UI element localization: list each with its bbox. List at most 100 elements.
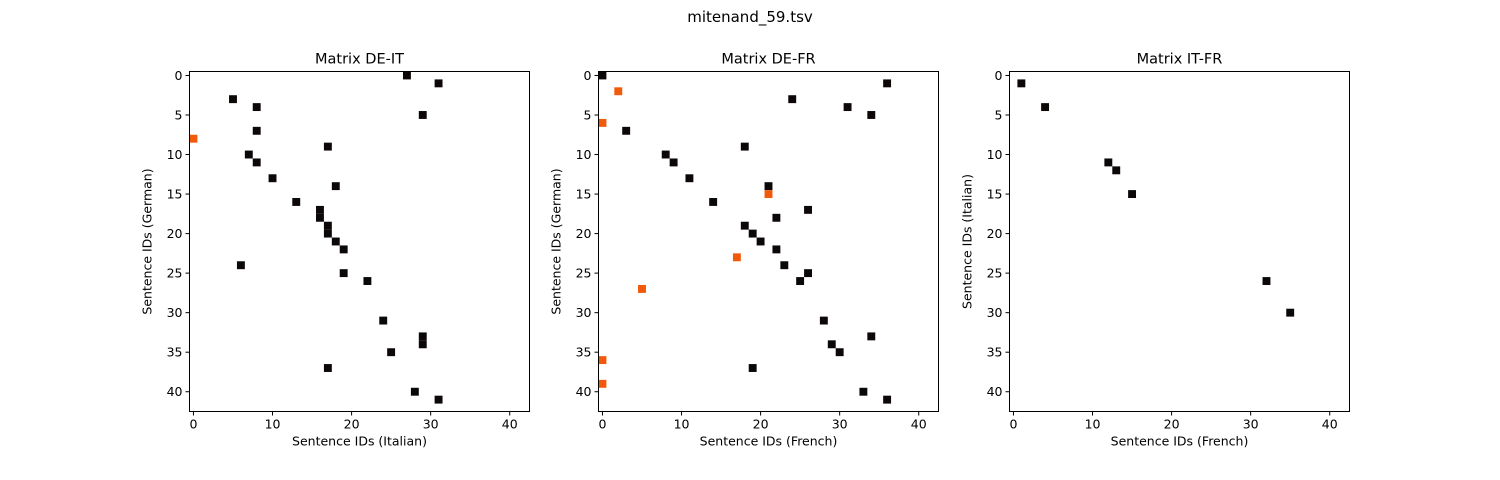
panel-title: Matrix DE-FR: [721, 52, 815, 68]
black-cell: [268, 174, 277, 183]
x-tick-label: 10: [674, 417, 690, 432]
black-cell: [252, 158, 261, 167]
black-cell: [331, 237, 340, 246]
black-cell: [764, 182, 773, 191]
black-cell: [788, 95, 797, 104]
y-tick-label: 0: [584, 68, 592, 83]
y-tick-label: 5: [995, 107, 1003, 122]
orange-cell: [598, 356, 607, 365]
black-cell: [867, 111, 876, 119]
y-tick-label: 40: [167, 384, 183, 399]
black-cell: [402, 71, 411, 80]
black-cell: [804, 269, 812, 278]
black-cell: [418, 340, 427, 349]
black-cell: [772, 213, 781, 222]
black-cell: [819, 316, 828, 325]
black-cell: [804, 205, 812, 214]
black-cell: [1262, 277, 1271, 285]
black-cell: [434, 395, 443, 404]
y-tick-label: 30: [167, 305, 183, 320]
black-cell: [598, 71, 607, 80]
black-cell: [827, 340, 836, 349]
axes-frame: [1009, 71, 1350, 412]
black-cell: [387, 348, 396, 357]
x-axis-label: Sentence IDs (French): [1111, 434, 1249, 449]
black-cell: [236, 261, 245, 270]
x-tick-label: 0: [1009, 417, 1017, 432]
black-cell: [780, 261, 789, 270]
x-tick-label: 40: [911, 417, 927, 432]
black-cell: [796, 277, 805, 285]
black-cell: [1041, 103, 1050, 112]
black-cell: [669, 158, 678, 167]
y-axis-label: Sentence IDs (German): [549, 168, 564, 314]
orange-cell: [598, 379, 607, 388]
y-tick-label: 5: [584, 107, 592, 122]
black-cell: [252, 103, 261, 112]
black-cell: [252, 126, 261, 135]
x-tick-label: 30: [1243, 417, 1259, 432]
x-axis-label: Sentence IDs (French): [700, 434, 838, 449]
figure-title: mitenand_59.tsv: [687, 8, 813, 27]
black-cell: [339, 269, 348, 278]
y-tick-label: 10: [167, 147, 183, 162]
black-cell: [323, 364, 332, 372]
x-tick-label: 0: [189, 417, 197, 432]
y-tick-label: 35: [987, 345, 1003, 360]
black-cell: [323, 221, 332, 230]
black-cell: [434, 79, 443, 88]
black-cell: [1017, 79, 1026, 88]
black-cell: [867, 332, 876, 341]
orange-cell: [764, 190, 773, 199]
x-tick-label: 20: [1164, 417, 1180, 432]
x-tick-label: 40: [502, 417, 518, 432]
y-tick-label: 10: [576, 147, 592, 162]
y-tick-label: 35: [167, 345, 183, 360]
y-tick-label: 15: [167, 187, 183, 202]
x-tick-label: 40: [1322, 417, 1338, 432]
black-cell: [772, 245, 781, 254]
black-cell: [244, 150, 253, 159]
black-cell: [1112, 166, 1121, 175]
x-tick-label: 10: [1085, 417, 1101, 432]
y-tick-label: 30: [987, 305, 1003, 320]
y-tick-label: 30: [576, 305, 592, 320]
x-tick-label: 20: [753, 417, 769, 432]
x-tick-label: 20: [344, 417, 360, 432]
black-cell: [331, 182, 340, 191]
y-tick-label: 20: [167, 226, 183, 241]
y-tick-label: 40: [987, 384, 1003, 399]
y-tick-label: 40: [576, 384, 592, 399]
x-tick-label: 30: [832, 417, 848, 432]
x-axis-label: Sentence IDs (Italian): [292, 434, 427, 449]
panel-title: Matrix IT-FR: [1137, 52, 1223, 68]
orange-cell: [189, 134, 198, 143]
y-tick-label: 15: [987, 187, 1003, 202]
black-cell: [883, 79, 892, 88]
black-cell: [379, 316, 388, 325]
orange-cell: [732, 253, 741, 262]
panel-2: Matrix DE-FR 0 10 20 30 40 0 5 10 15 20 25 30 35 40 Sen…: [549, 52, 939, 449]
y-tick-label: 25: [576, 266, 592, 281]
black-cell: [835, 348, 844, 357]
orange-cell: [638, 284, 646, 293]
x-tick-label: 30: [423, 417, 439, 432]
orange-cell: [598, 118, 607, 127]
panel-3: Matrix IT-FR 0 10 20 30 40 0 5 10 15 20 25 30 35 40 Sen…: [960, 52, 1350, 449]
black-cell: [292, 198, 301, 206]
black-cell: [709, 198, 718, 206]
black-cell: [843, 103, 852, 112]
black-cell: [740, 142, 749, 151]
y-tick-label: 25: [987, 266, 1003, 281]
y-tick-label: 20: [576, 226, 592, 241]
y-tick-label: 0: [995, 68, 1003, 83]
black-cell: [1104, 158, 1113, 167]
black-cell: [622, 126, 631, 135]
black-cell: [363, 277, 372, 285]
y-tick-label: 20: [987, 226, 1003, 241]
y-tick-label: 10: [987, 147, 1003, 162]
black-cell: [883, 395, 892, 404]
black-cell: [756, 237, 765, 246]
black-cell: [859, 387, 868, 396]
y-axis-label: Sentence IDs (German): [140, 168, 155, 314]
